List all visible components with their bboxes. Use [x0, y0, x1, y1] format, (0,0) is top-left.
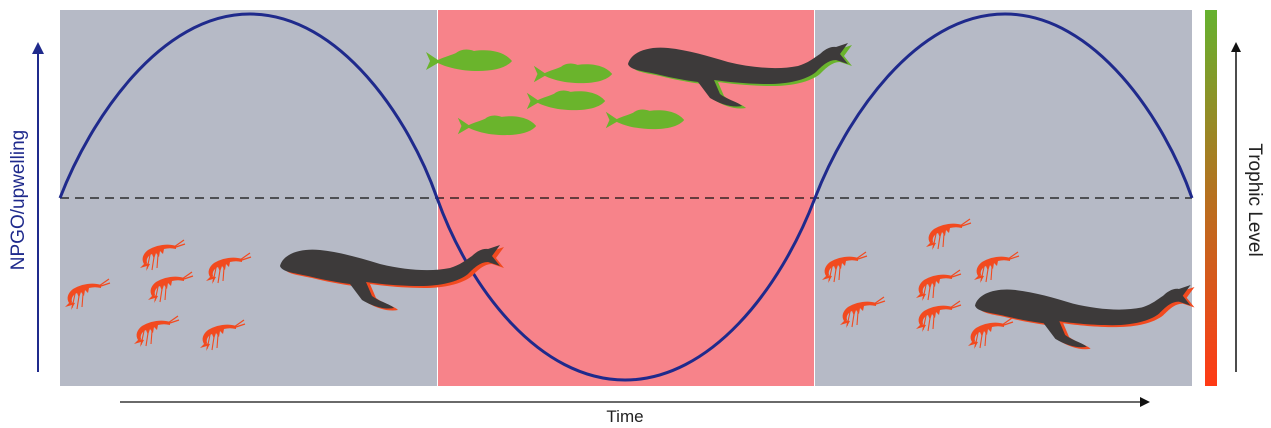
y-axis-label: NPGO/upwelling [8, 130, 29, 270]
trophic-axis-label: Trophic Level [1244, 143, 1265, 256]
time-axis-label: Time [606, 407, 643, 426]
trophic-level-bar [1205, 10, 1217, 386]
npgo-curve [58, 12, 1194, 382]
